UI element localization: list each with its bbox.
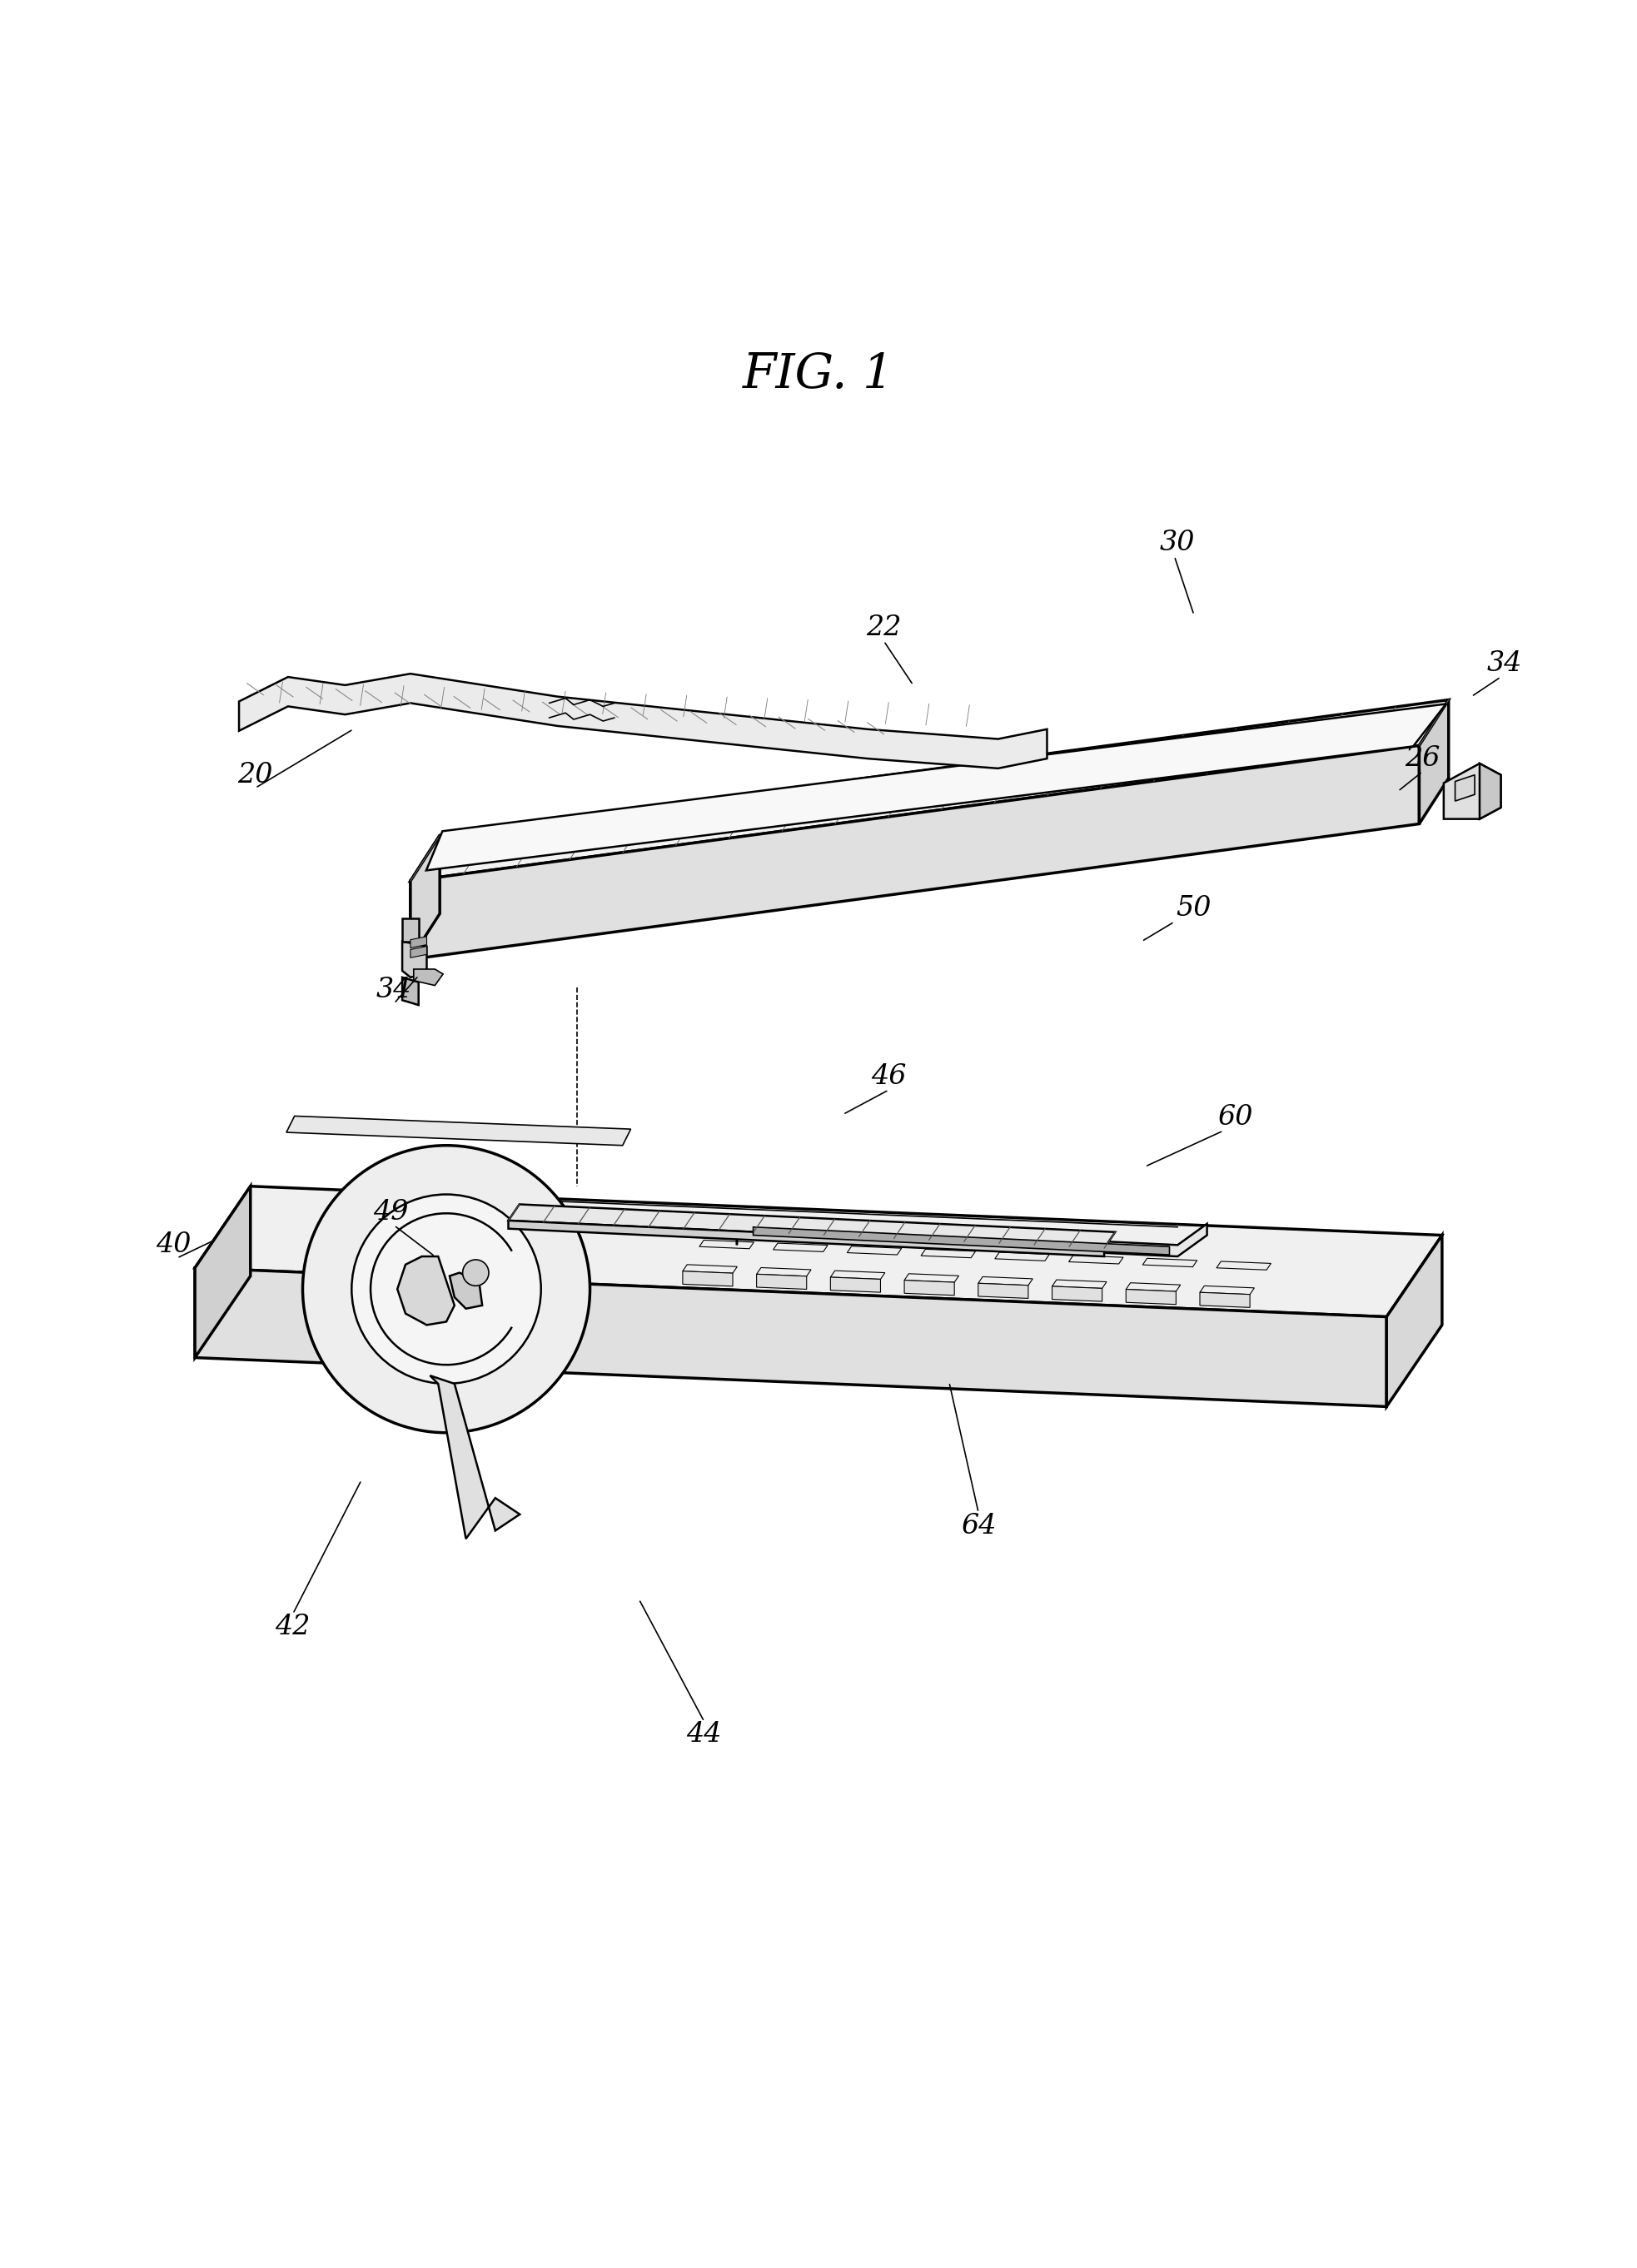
Polygon shape: [683, 1270, 733, 1286]
Polygon shape: [239, 674, 1048, 769]
Text: 46: 46: [871, 1064, 907, 1091]
Polygon shape: [509, 1220, 1105, 1256]
Polygon shape: [1143, 1259, 1197, 1268]
Polygon shape: [979, 1277, 1033, 1286]
Polygon shape: [398, 1256, 455, 1325]
Polygon shape: [411, 835, 440, 959]
Text: 60: 60: [1216, 1105, 1252, 1132]
Polygon shape: [414, 968, 444, 987]
Circle shape: [303, 1145, 589, 1433]
Text: 20: 20: [237, 762, 273, 789]
Polygon shape: [979, 1284, 1028, 1297]
Polygon shape: [403, 978, 419, 1005]
Polygon shape: [1053, 1286, 1102, 1302]
Polygon shape: [1455, 776, 1475, 801]
Text: 50: 50: [1177, 896, 1211, 923]
Text: 64: 64: [961, 1513, 997, 1540]
Polygon shape: [1126, 1288, 1175, 1304]
Polygon shape: [195, 1268, 1387, 1406]
Polygon shape: [756, 1275, 807, 1288]
Text: 49: 49: [373, 1200, 409, 1225]
Circle shape: [352, 1195, 540, 1383]
Circle shape: [463, 1259, 489, 1286]
Polygon shape: [195, 1186, 1442, 1318]
Polygon shape: [737, 1225, 1206, 1256]
Polygon shape: [1216, 1261, 1270, 1270]
Text: FIG. 1: FIG. 1: [743, 352, 894, 399]
Polygon shape: [431, 1377, 521, 1538]
Polygon shape: [467, 726, 1339, 850]
Polygon shape: [450, 1272, 483, 1309]
Text: 22: 22: [866, 615, 902, 642]
Polygon shape: [411, 746, 1419, 959]
Text: 42: 42: [275, 1613, 311, 1640]
Polygon shape: [286, 1116, 630, 1145]
Text: 34: 34: [377, 978, 413, 1005]
Polygon shape: [904, 1279, 954, 1295]
Polygon shape: [995, 1252, 1049, 1261]
Polygon shape: [403, 919, 419, 941]
Polygon shape: [509, 1204, 1115, 1247]
Text: 40: 40: [156, 1232, 192, 1259]
Polygon shape: [1126, 1284, 1180, 1290]
Polygon shape: [773, 1243, 828, 1252]
Polygon shape: [1419, 701, 1449, 823]
Polygon shape: [756, 1268, 810, 1277]
Polygon shape: [699, 1241, 753, 1250]
Polygon shape: [1480, 764, 1501, 819]
Polygon shape: [426, 703, 1445, 871]
Polygon shape: [1444, 764, 1501, 819]
Polygon shape: [753, 1227, 1169, 1254]
Text: 26: 26: [1405, 746, 1441, 771]
Polygon shape: [1387, 1236, 1442, 1406]
Polygon shape: [1053, 1279, 1107, 1288]
Polygon shape: [1200, 1286, 1254, 1295]
Polygon shape: [403, 941, 427, 978]
Polygon shape: [922, 1250, 976, 1259]
Polygon shape: [411, 937, 427, 948]
Polygon shape: [1200, 1293, 1251, 1306]
Polygon shape: [846, 1245, 902, 1254]
Polygon shape: [830, 1277, 881, 1293]
Polygon shape: [830, 1270, 886, 1279]
Polygon shape: [683, 1266, 737, 1272]
Polygon shape: [411, 701, 1449, 880]
Polygon shape: [195, 1186, 250, 1359]
Polygon shape: [411, 946, 427, 957]
Text: 30: 30: [1161, 531, 1195, 556]
Text: 34: 34: [1486, 651, 1522, 678]
Polygon shape: [460, 737, 1333, 862]
Text: 44: 44: [686, 1721, 722, 1749]
Polygon shape: [904, 1275, 959, 1281]
Polygon shape: [1069, 1254, 1123, 1263]
